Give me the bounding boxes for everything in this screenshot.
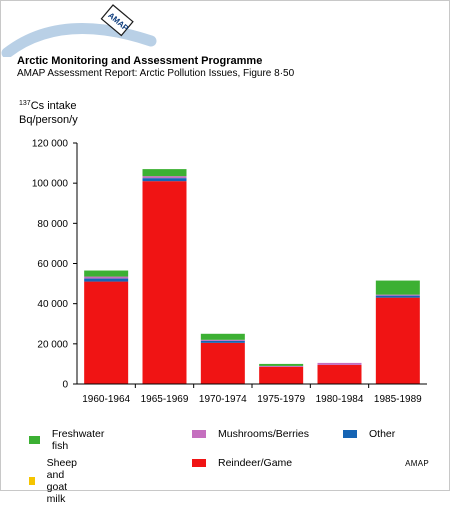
x-tick-label: 1970-1974	[199, 394, 247, 405]
legend-label: Other	[369, 428, 396, 440]
bar-segment-mushrooms-berries	[142, 176, 187, 179]
y-tick-label: 60 000	[37, 259, 68, 270]
bar-segment-freshwater-fish	[375, 280, 420, 295]
bar-segment-freshwater-fish	[142, 169, 187, 177]
bar-segment-reindeer-game	[200, 342, 245, 384]
legend-swatch	[192, 459, 206, 467]
logo-arc	[1, 23, 157, 57]
y-tick-label: 120 000	[32, 139, 69, 150]
legend-label: Sheep and goat milk	[46, 457, 78, 505]
bar-segment-other	[200, 340, 245, 343]
x-tick-label: 1960-1964	[82, 394, 130, 405]
bar-segment-reindeer-game	[375, 297, 420, 384]
bar-segment-reindeer-game	[259, 366, 304, 384]
legend-label: Freshwater fish	[51, 428, 105, 452]
bar-segment-reindeer-game	[84, 281, 129, 384]
bar-segment-mushrooms-berries	[259, 365, 304, 367]
y-tick-label: 20 000	[37, 339, 68, 350]
legend-label: Mushrooms/Berries	[218, 428, 310, 440]
bar-segment-other	[142, 178, 187, 182]
legend-swatch	[192, 430, 206, 438]
legend-item-mushrooms-berries: Mushrooms/Berries	[192, 428, 309, 440]
bar-segment-freshwater-fish	[259, 363, 304, 366]
y-tick-label: 80 000	[37, 219, 68, 230]
x-tick-label: 1965-1969	[141, 394, 189, 405]
org-title: Arctic Monitoring and Assessment Program…	[17, 55, 263, 67]
bar-segment-freshwater-fish	[84, 270, 129, 277]
x-tick-label: 1985-1989	[374, 394, 422, 405]
y-axis-label-line2: Bq/person/y	[19, 114, 78, 126]
legend-label: Reindeer/Game	[218, 457, 293, 469]
bar-segment-freshwater-fish	[200, 333, 245, 340]
legend-swatch	[29, 477, 35, 485]
bar-segment-mushrooms-berries	[200, 339, 245, 341]
amap-logo: AMAP	[1, 4, 157, 57]
logo-emblem	[100, 4, 134, 37]
report-subtitle: AMAP Assessment Report: Arctic Pollution…	[17, 68, 295, 79]
legend-swatch	[343, 430, 357, 438]
y-tick-label: 40 000	[37, 299, 68, 310]
legend-item-freshwater-fish: Freshwater fish	[29, 428, 108, 452]
x-tick-label: 1975-1979	[257, 394, 305, 405]
bar-segment-mushrooms-berries	[375, 294, 420, 296]
bar-segment-reindeer-game	[142, 181, 187, 384]
x-tick-label: 1980-1984	[316, 394, 364, 405]
y-tick-label: 100 000	[32, 179, 69, 190]
bar-segment-other	[375, 295, 420, 298]
bar-segment-reindeer-game	[317, 364, 362, 384]
bar-segment-mushrooms-berries	[317, 362, 362, 365]
legend-swatch	[29, 436, 40, 444]
y-axis-label: 137Cs intake Bq/person/y	[19, 97, 78, 127]
bar-segment-mushrooms-berries	[84, 276, 129, 279]
y-axis-label-superscript: 137	[19, 100, 31, 107]
legend-item-reindeer-game: Reindeer/Game	[192, 457, 292, 469]
y-tick-label: 0	[62, 380, 68, 391]
footer-credit: AMAP	[405, 459, 429, 468]
bar-segment-other	[84, 278, 129, 282]
y-axis-label-line1: Cs intake	[30, 100, 77, 112]
legend-item-sheep-goat-milk: Sheep and goat milk	[29, 457, 85, 505]
legend-item-other: Other	[343, 428, 395, 440]
